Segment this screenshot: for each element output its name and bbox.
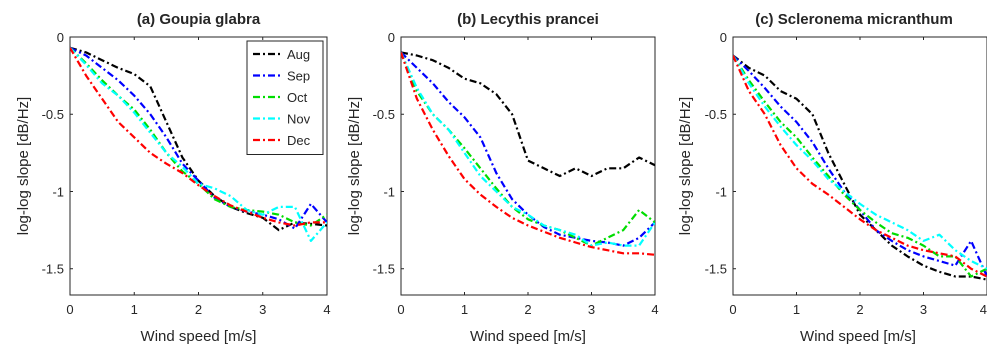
panel-a-x-axis-label: Wind speed [m/s]: [141, 328, 257, 345]
series-line-sep: [401, 51, 655, 247]
y-tick-label: -0.5: [42, 107, 64, 122]
plot-area-frame: [400, 36, 656, 296]
y-tick-label: 0: [388, 30, 395, 45]
legend-entry-sep: Sep: [287, 69, 310, 84]
y-tick-label: 0: [720, 30, 727, 45]
series-line-dec: [401, 52, 655, 256]
series-line-dec: [70, 47, 327, 227]
x-tick-label: 3: [259, 302, 266, 317]
x-tick-label: 1: [131, 302, 138, 317]
panel-c-series-lines: [733, 54, 987, 281]
x-tick-label: 2: [195, 302, 202, 317]
x-tick-label: 4: [323, 302, 330, 317]
series-line-aug: [401, 51, 655, 178]
y-tick-label: -1.5: [373, 262, 395, 277]
x-tick-label: 1: [793, 302, 800, 317]
series-line-oct: [733, 54, 987, 278]
x-tick-label: 3: [588, 302, 595, 317]
y-tick-label: -0.5: [373, 107, 395, 122]
y-tick-label: -0.5: [705, 107, 727, 122]
series-line-aug: [70, 46, 327, 232]
panel-a-tick-labels: 0 1 2 3 4 0 -0.5 -1 -1.5: [42, 30, 331, 317]
y-tick-label: -1: [52, 184, 64, 199]
panel-b-y-axis-label: log-log slope [dB/Hz]: [346, 97, 363, 235]
legend-entry-nov: Nov: [287, 112, 311, 127]
panel-a-y-axis-label: log-log slope [dB/Hz]: [15, 97, 32, 235]
legend: Aug Sep Oct Nov Dec: [246, 40, 324, 155]
x-tick-label: 0: [397, 302, 404, 317]
x-tick-label: 1: [461, 302, 468, 317]
y-tick-label: -1: [715, 184, 727, 199]
panel-c: (c) Scleronema micranthum log-log slope …: [677, 11, 987, 345]
panel-c-y-axis-label: log-log slope [dB/Hz]: [677, 97, 694, 235]
panel-a-series-lines: [70, 46, 327, 242]
panel-a: (a) Goupia glabra log-log slope [dB/Hz] …: [15, 11, 331, 345]
series-line-nov: [70, 47, 327, 242]
panel-c-tick-labels: 0 1 2 3 4 0 -0.5 -1 -1.5: [705, 30, 987, 317]
panel-b-title: (b) Lecythis prancei: [457, 11, 599, 28]
panel-b-series-lines: [401, 51, 655, 256]
x-tick-label: 2: [856, 302, 863, 317]
y-tick-label: -1.5: [42, 262, 64, 277]
x-tick-label: 4: [651, 302, 658, 317]
panel-b: (b) Lecythis prancei log-log slope [dB/H…: [346, 11, 659, 345]
series-line-dec: [733, 55, 987, 278]
series-line-nov: [401, 51, 655, 247]
panel-b-x-axis-label: Wind speed [m/s]: [470, 328, 586, 345]
legend-entry-oct: Oct: [287, 90, 308, 105]
legend-entry-aug: Aug: [287, 47, 310, 62]
x-tick-label: 0: [729, 302, 736, 317]
panel-c-title: (c) Scleronema micranthum: [755, 11, 953, 28]
series-line-aug: [733, 54, 987, 281]
x-tick-label: 3: [920, 302, 927, 317]
y-tick-label: 0: [57, 30, 64, 45]
y-tick-label: -1: [383, 184, 395, 199]
legend-entry-dec: Dec: [287, 133, 311, 148]
panel-c-x-axis-label: Wind speed [m/s]: [800, 328, 916, 345]
x-tick-label: 4: [980, 302, 987, 317]
panel-a-title: (a) Goupia glabra: [137, 11, 261, 28]
x-tick-label: 2: [524, 302, 531, 317]
series-line-oct: [401, 51, 655, 247]
y-tick-label: -1.5: [705, 262, 727, 277]
series-line-nov: [733, 54, 987, 270]
x-tick-label: 0: [66, 302, 73, 317]
panel-b-tick-labels: 0 1 2 3 4 0 -0.5 -1 -1.5: [373, 30, 659, 317]
